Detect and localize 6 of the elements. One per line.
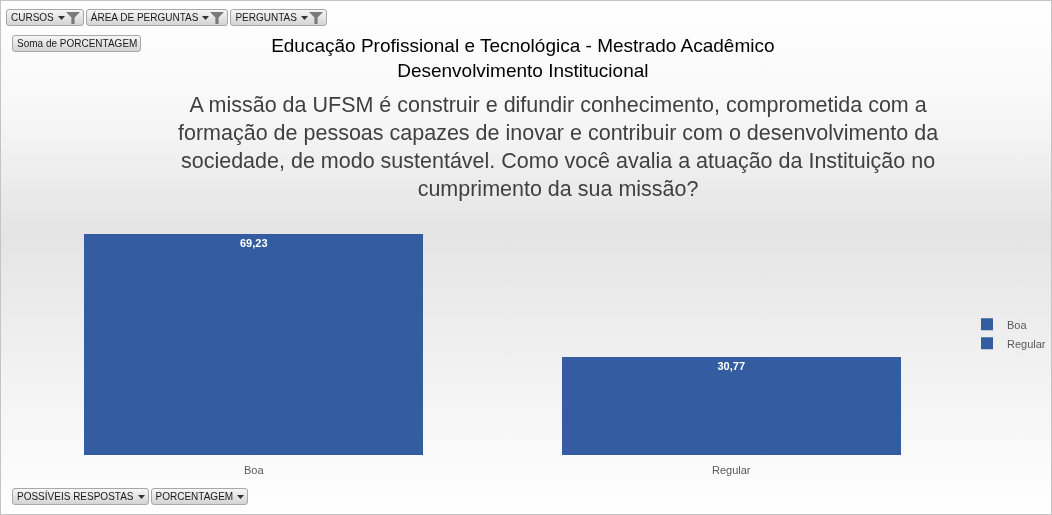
chart-title: Educação Profissional e Tecnológica - Mestrado Acadêmico Desenvolvimento Institucional — [271, 35, 775, 81]
chart-subtitle: A missão da UFSM é construir e difundir conhecimento, comprometida com a formação de pessoas capazes de inovar e contribuir com o desenvolvimento da sociedade, de modo sustentável. Como você avalia a atuação da Instituição no cumprimento da sua missão? — [178, 93, 939, 201]
legend-label: Boa — [1007, 318, 1028, 331]
legend-label: Regular — [1007, 337, 1046, 350]
data-label: 69,23 — [239, 236, 268, 249]
data-label: 30,77 — [717, 359, 746, 372]
